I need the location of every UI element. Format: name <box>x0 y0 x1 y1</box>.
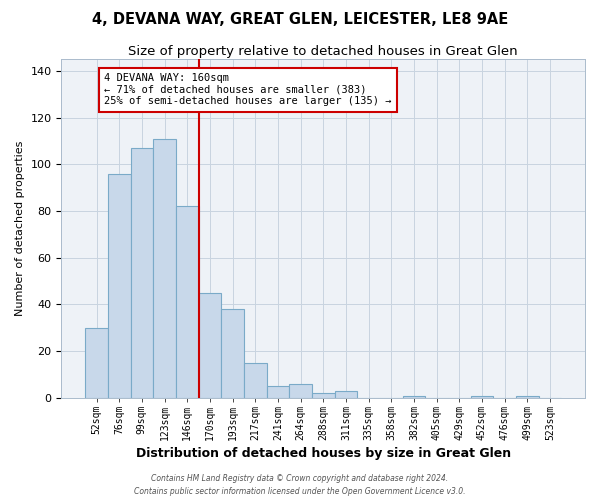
X-axis label: Distribution of detached houses by size in Great Glen: Distribution of detached houses by size … <box>136 447 511 460</box>
Bar <box>289 384 312 398</box>
Y-axis label: Number of detached properties: Number of detached properties <box>15 141 25 316</box>
Bar <box>403 396 425 398</box>
Bar <box>153 138 176 398</box>
Bar <box>221 309 244 398</box>
Text: 4 DEVANA WAY: 160sqm
← 71% of detached houses are smaller (383)
25% of semi-deta: 4 DEVANA WAY: 160sqm ← 71% of detached h… <box>104 73 392 106</box>
Bar <box>108 174 131 398</box>
Bar <box>176 206 199 398</box>
Bar <box>516 396 539 398</box>
Bar <box>199 292 221 398</box>
Bar <box>312 393 335 398</box>
Bar <box>266 386 289 398</box>
Bar <box>85 328 108 398</box>
Text: 4, DEVANA WAY, GREAT GLEN, LEICESTER, LE8 9AE: 4, DEVANA WAY, GREAT GLEN, LEICESTER, LE… <box>92 12 508 28</box>
Bar <box>470 396 493 398</box>
Title: Size of property relative to detached houses in Great Glen: Size of property relative to detached ho… <box>128 45 518 58</box>
Text: Contains HM Land Registry data © Crown copyright and database right 2024.
Contai: Contains HM Land Registry data © Crown c… <box>134 474 466 496</box>
Bar <box>131 148 153 398</box>
Bar <box>244 363 266 398</box>
Bar <box>335 391 357 398</box>
